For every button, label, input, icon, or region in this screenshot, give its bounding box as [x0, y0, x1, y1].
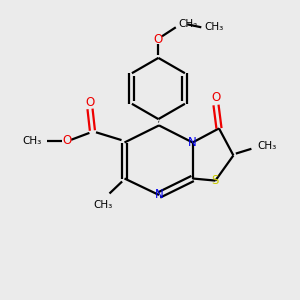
Text: CH₃: CH₃ [257, 141, 277, 151]
Text: N: N [188, 136, 197, 149]
Text: O: O [154, 33, 163, 46]
Text: O: O [85, 96, 94, 109]
Text: CH₃: CH₃ [22, 136, 42, 146]
Text: CH₂: CH₂ [179, 19, 198, 29]
Text: O: O [212, 91, 220, 104]
Text: CH₃: CH₃ [204, 22, 224, 32]
Text: S: S [212, 174, 219, 187]
Text: N: N [154, 188, 164, 202]
Text: O: O [62, 134, 71, 148]
Text: CH₃: CH₃ [94, 200, 113, 210]
